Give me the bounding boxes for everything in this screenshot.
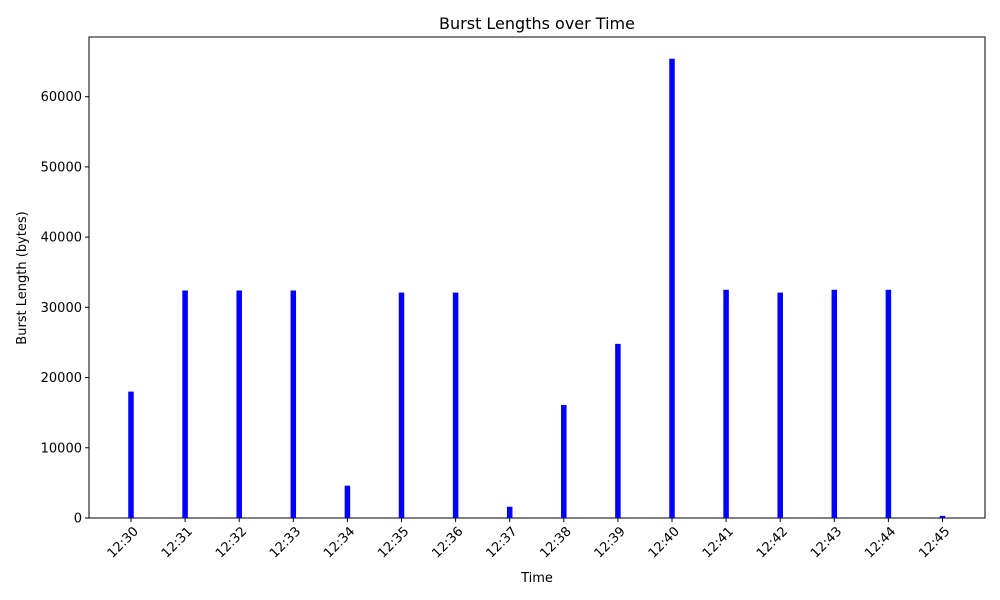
x-tick-label: 12:33 (267, 524, 304, 561)
x-tick-label: 12:43 (808, 524, 845, 561)
bar-1241 (723, 289, 729, 518)
bars (128, 58, 946, 518)
y-tick-label: 0 (74, 512, 82, 527)
chart-title: Burst Lengths over Time (439, 14, 635, 33)
bar-1239 (615, 343, 621, 518)
x-tick-label: 12:36 (429, 524, 466, 561)
bar-1240 (669, 58, 675, 518)
y-tick-label: 30000 (41, 301, 82, 316)
bar-1244 (885, 289, 892, 518)
x-tick-label: 12:37 (483, 524, 520, 561)
x-tick-label: 12:45 (916, 524, 953, 561)
y-tick-label: 50000 (41, 160, 82, 175)
bar-1238 (561, 404, 567, 518)
bar-1242 (777, 292, 783, 518)
bar-1234 (344, 485, 351, 518)
bar-1233 (290, 290, 297, 518)
x-tick-label: 12:44 (862, 524, 899, 561)
plot-frame (88, 36, 986, 519)
x-tick-label: 12:32 (213, 524, 250, 561)
bar-1236 (452, 292, 459, 518)
bar-1235 (398, 292, 405, 518)
x-tick-label: 12:41 (700, 524, 737, 561)
bar-1230 (128, 391, 134, 518)
bar-1232 (236, 290, 242, 518)
x-tick-label: 12:34 (321, 524, 358, 561)
y-tick-label: 10000 (41, 441, 82, 456)
x-tick-label: 12:39 (592, 524, 629, 561)
x-axis: 12:30 12:31 12:32 12:33 12:34 12:35 12:36 12:37… (105, 518, 953, 561)
y-axis: 0 10000 20000 30000 40000 50000 60000 (41, 90, 89, 527)
bar-1243 (831, 289, 838, 518)
y-tick-label: 60000 (41, 90, 82, 105)
plot-area: 12:30 12:31 12:32 12:33 12:34 12:35 12:36 12:37… (41, 36, 986, 561)
y-tick-label: 40000 (41, 231, 82, 246)
y-axis-label: Burst Length (bytes) (15, 211, 30, 344)
y-tick-label: 20000 (41, 371, 82, 386)
bar-1231 (182, 290, 188, 518)
x-tick-label: 12:40 (646, 524, 683, 561)
x-tick-label: 12:38 (538, 524, 575, 561)
x-tick-label: 12:31 (159, 524, 196, 561)
x-tick-label: 12:42 (754, 524, 791, 561)
x-axis-label: Time (520, 571, 553, 586)
bar-1245 (939, 515, 946, 518)
bar-1237 (506, 506, 513, 518)
x-tick-label: 12:30 (105, 524, 142, 561)
x-tick-label: 12:35 (375, 524, 412, 561)
